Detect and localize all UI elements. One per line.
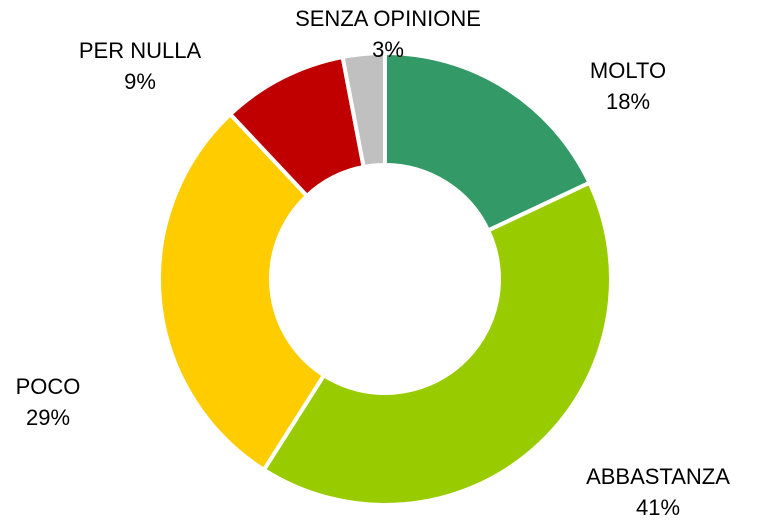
- slice-label: SENZA OPINIONE: [295, 6, 481, 31]
- slice-value-label: 41%: [636, 495, 680, 520]
- slice-value-label: 18%: [606, 89, 650, 114]
- slice-value-label: 29%: [26, 405, 70, 430]
- slice-label: POCO: [16, 374, 81, 399]
- slice-label: ABBASTANZA: [586, 464, 730, 489]
- donut-slice: [340, 50, 387, 170]
- slice-value-label: 3%: [372, 37, 404, 62]
- slice-label: MOLTO: [590, 58, 666, 83]
- donut-slice: [383, 50, 593, 234]
- slice-label: PER NULLA: [79, 38, 202, 63]
- donut-slice: [261, 180, 613, 507]
- slice-value-label: 9%: [124, 69, 156, 94]
- donut-slice: [157, 111, 327, 473]
